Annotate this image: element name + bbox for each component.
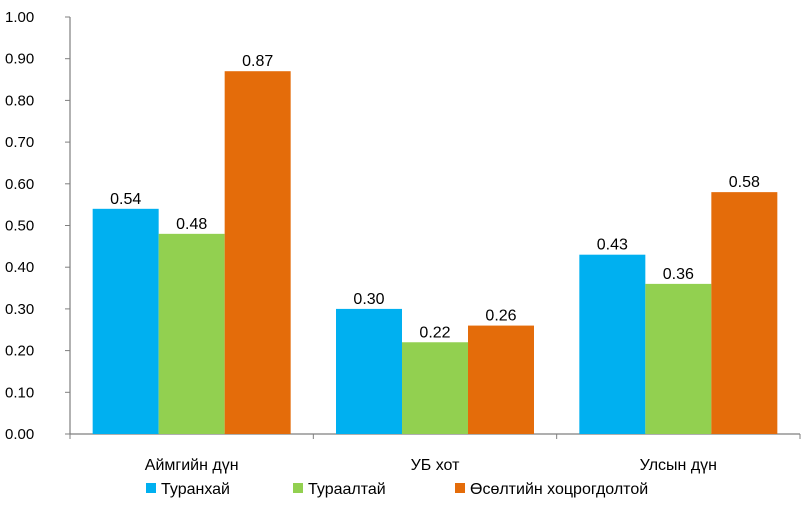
bar-value-label: 0.26 xyxy=(485,308,516,325)
y-tick-label: 0.90 xyxy=(5,51,34,68)
bar-value-label: 0.36 xyxy=(663,266,694,283)
bar-value-label: 0.87 xyxy=(242,53,273,70)
bar-value-label: 0.30 xyxy=(353,291,384,308)
bar-value-label: 0.22 xyxy=(419,324,450,341)
x-category-label: УБ хот xyxy=(411,457,460,474)
y-tick-label: 0.30 xyxy=(5,301,34,318)
legend-swatch xyxy=(293,483,303,493)
y-tick-label: 0.40 xyxy=(5,259,34,276)
bar xyxy=(158,233,225,434)
legend-label: Өсөлтийн хоцрогдолтой xyxy=(470,481,648,498)
data-labels: 0.54 0.48 0.87 0.30 0.22 0.26 0.43 0.36 0.58 xyxy=(110,53,760,341)
x-category-label: Аймгийн дүн xyxy=(145,457,239,474)
bar xyxy=(579,254,646,434)
bar xyxy=(224,71,291,435)
legend-label: Тураалтай xyxy=(308,481,386,498)
legend-label: Туранхай xyxy=(161,481,230,498)
axes: 0.00 0.10 0.20 0.30 0.40 0.50 0.60 0.70 0.80 0.90… xyxy=(5,9,801,474)
legend-swatch xyxy=(455,483,465,493)
y-tick-label: 0.10 xyxy=(5,384,34,401)
bar xyxy=(92,208,159,434)
bar xyxy=(468,325,534,434)
y-tick-label: 0.00 xyxy=(5,426,34,443)
y-tick-label: 0.70 xyxy=(5,134,34,151)
bar-value-label: 0.54 xyxy=(110,191,141,208)
y-tick-label: 1.00 xyxy=(5,9,34,26)
bar xyxy=(645,283,712,434)
y-tick-label: 0.50 xyxy=(5,218,34,235)
y-tick-label: 0.60 xyxy=(5,176,34,193)
bar xyxy=(402,342,468,434)
y-tick-label: 0.80 xyxy=(5,92,34,109)
bars xyxy=(92,71,778,435)
legend: Туранхай Тураалтай Өсөлтийн хоцрогдолтой xyxy=(146,481,648,498)
bar xyxy=(336,308,402,434)
bar-value-label: 0.48 xyxy=(176,216,207,233)
bar-value-label: 0.58 xyxy=(729,174,760,191)
y-tick-label: 0.20 xyxy=(5,343,34,360)
bar xyxy=(711,192,778,434)
legend-swatch xyxy=(146,483,156,493)
x-category-label: Улсын дүн xyxy=(640,457,717,474)
bar-value-label: 0.43 xyxy=(597,237,628,254)
